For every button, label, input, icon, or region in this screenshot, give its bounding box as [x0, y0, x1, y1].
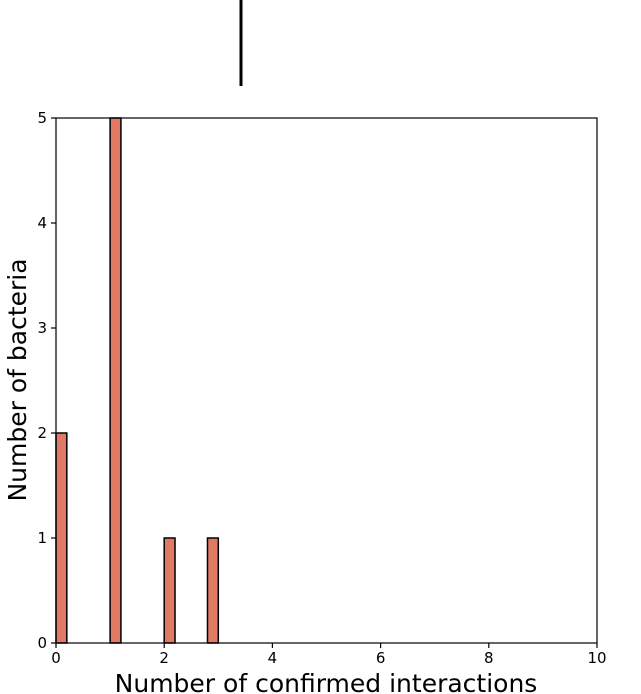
- x-tick-label-2: 4: [268, 649, 278, 667]
- y-tick-label-2: 2: [37, 424, 47, 442]
- x-tick-label-0: 0: [51, 649, 61, 667]
- y-tick-label-4: 4: [37, 214, 47, 232]
- bar-1: [109, 117, 122, 644]
- y-tick-label-1: 1: [37, 529, 47, 547]
- plot-frame: [55, 117, 598, 644]
- x-tick-label-1: 2: [159, 649, 169, 667]
- bars-group: [55, 117, 220, 644]
- bar-3: [206, 537, 220, 644]
- y-tick-label-0: 0: [37, 634, 47, 652]
- y-axis-ticks: 0 1 2 3 4 5: [37, 109, 56, 652]
- x-tick-label-4: 8: [484, 649, 494, 667]
- x-axis-label: Number of confirmed interactions: [115, 669, 538, 694]
- x-axis-ticks: 0 2 4 6 8 10: [51, 643, 607, 667]
- x-tick-label-5: 10: [587, 649, 606, 667]
- y-axis-label: Number of bacteria: [3, 258, 32, 501]
- y-tick-label-3: 3: [37, 319, 47, 337]
- bar-0: [55, 432, 68, 644]
- x-tick-label-3: 6: [376, 649, 386, 667]
- y-tick-label-5: 5: [37, 109, 47, 127]
- bar-2: [163, 537, 176, 644]
